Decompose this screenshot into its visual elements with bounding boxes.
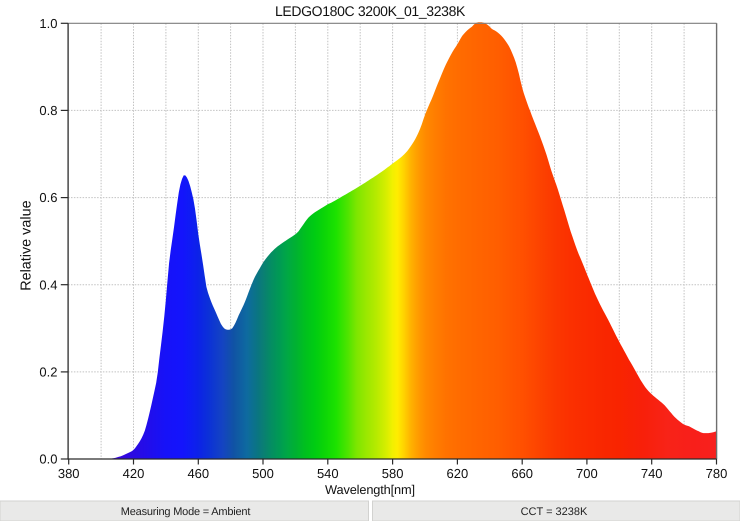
svg-text:380: 380	[58, 466, 80, 481]
svg-text:0.8: 0.8	[39, 103, 57, 118]
svg-text:1.0: 1.0	[39, 16, 57, 31]
svg-text:0.6: 0.6	[39, 190, 57, 205]
svg-text:Relative value: Relative value	[19, 200, 35, 290]
svg-text:460: 460	[187, 466, 209, 481]
svg-text:LEDGO180C 3200K_01_3238K: LEDGO180C 3200K_01_3238K	[275, 3, 466, 19]
svg-text:660: 660	[511, 466, 533, 481]
svg-text:Wavelength[nm]: Wavelength[nm]	[325, 482, 415, 497]
svg-text:700: 700	[576, 466, 598, 481]
svg-text:0.0: 0.0	[39, 452, 57, 467]
svg-text:Measuring Mode = Ambient: Measuring Mode = Ambient	[121, 506, 251, 518]
svg-text:0.2: 0.2	[39, 365, 57, 380]
svg-text:580: 580	[382, 466, 404, 481]
svg-text:740: 740	[641, 466, 663, 481]
svg-text:CCT = 3238K: CCT = 3238K	[521, 506, 588, 518]
svg-text:620: 620	[447, 466, 469, 481]
svg-text:500: 500	[252, 466, 274, 481]
svg-text:420: 420	[123, 466, 145, 481]
svg-text:540: 540	[317, 466, 339, 481]
svg-text:0.4: 0.4	[39, 277, 57, 292]
svg-text:780: 780	[706, 466, 728, 481]
